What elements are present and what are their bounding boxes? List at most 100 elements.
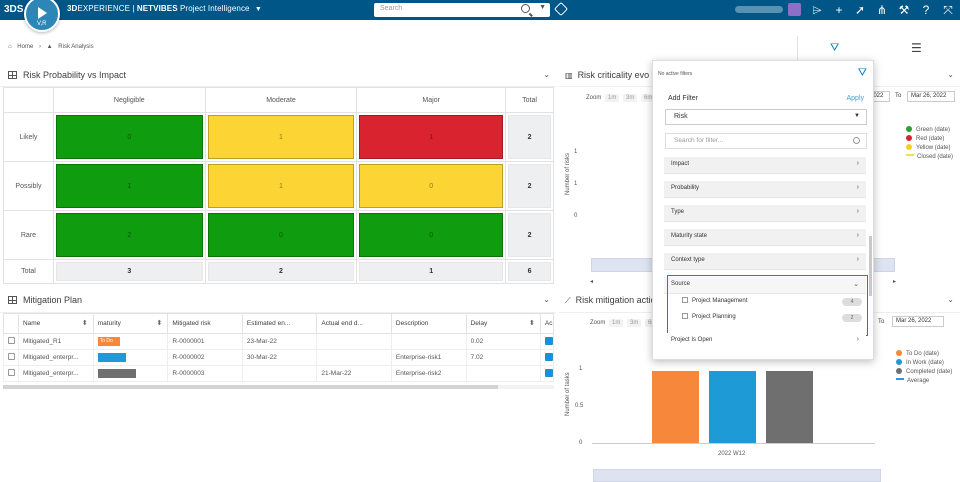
filter-search-input[interactable]: Search for filter... [665,133,867,149]
legend-item[interactable]: Red (date) [906,135,953,144]
zoom-1m[interactable]: 1m [605,94,620,102]
filter-scrollbar[interactable] [869,236,872,296]
scrollbar-thumb[interactable] [3,385,498,389]
matrix-cell[interactable]: 1 [204,161,358,211]
date-to-input[interactable]: Mar 26, 2022 [907,91,955,102]
cell-maturity: To Do [92,333,169,350]
compass-button[interactable]: V,R [24,0,60,32]
matrix-cell[interactable]: 0 [204,210,358,260]
row-checkbox[interactable] [8,337,15,344]
matrix-cell[interactable]: 1 [204,112,358,162]
legend-item[interactable]: Average [896,377,952,386]
legend-item[interactable]: In Work (date) [896,359,952,368]
matrix-cell[interactable]: 0 [356,161,507,211]
chevron-down-icon[interactable]: ⌄ [947,70,954,79]
chevron-right-icon: › [856,232,859,239]
source-option[interactable]: Project Management [682,297,747,304]
table-row[interactable]: Mitigated_enterpr... R-0000002 30-Mar-22… [3,349,555,366]
nav-left-arrow[interactable]: ◂ [590,279,594,285]
col-name[interactable]: Name ⬍ [17,313,94,334]
col-maturity[interactable]: maturity ⬍ [92,313,169,334]
col-mitigated-risk[interactable]: Mitigated risk [167,313,243,334]
nav-right-arrow[interactable]: ▸ [893,279,897,285]
col-estimated-end[interactable]: Estimated en... [241,313,318,334]
filter-type-select[interactable]: Risk ▼ [665,109,867,125]
row-checkbox-cell[interactable] [3,333,19,350]
chevron-down-icon[interactable]: ⌄ [543,295,550,304]
col-delay[interactable]: Delay ⬍ [465,313,541,334]
matrix-cell[interactable]: 0 [356,210,507,260]
y-axis-label: Number of risks [565,152,571,195]
col-description[interactable]: Description [390,313,467,334]
legend-item[interactable]: Green (date) [906,126,953,135]
zoom-6m[interactable]: 6m [641,94,656,102]
zoom-3m[interactable]: 3m [623,94,638,102]
legend-item[interactable]: To Do (date) [896,350,952,359]
horizontal-scrollbar[interactable] [3,385,554,389]
menu-icon[interactable]: ☰ [911,41,922,55]
table-row[interactable]: Mitigated_enterpr... R-0000003 21-Mar-22… [3,365,555,382]
home-icon[interactable]: ⌂ [8,44,12,50]
filter-section-project-open[interactable]: Project Is Open › [664,333,866,350]
tag-icon[interactable] [553,1,569,17]
action-button[interactable] [544,368,553,377]
table-row[interactable]: Mitigated_R1 To Do R-0000001 23-Mar-22 0… [3,333,555,350]
chevron-down-icon[interactable]: ▼ [254,6,262,13]
filter-section-context[interactable]: Context type › [664,253,866,270]
tools-icon[interactable]: ⚒ [898,3,910,17]
legend-item[interactable]: Closed (date) [906,153,953,162]
zoom-3m[interactable]: 3m [627,319,642,327]
source-option[interactable]: Project Planning [682,313,736,320]
row-checkbox[interactable] [8,369,15,376]
source-checkbox[interactable] [682,313,688,319]
filter-icon[interactable]: ⛛ [857,67,867,79]
bar-to-do[interactable] [652,371,699,443]
matrix-cell[interactable]: 0 [52,112,206,162]
chevron-down-icon[interactable]: ▼ [539,4,546,11]
breadcrumb-home[interactable]: Home [17,44,34,50]
time-navigator[interactable] [593,469,881,482]
filter-section-impact[interactable]: Impact › [664,157,866,174]
filter-icon[interactable]: ⛛ [830,42,840,54]
search-placeholder: Search [380,5,403,12]
date-to-input[interactable]: Mar 26, 2022 [892,316,944,327]
chevron-down-icon[interactable]: ⌄ [947,295,954,304]
sort-icon[interactable]: ⬍ [81,320,88,327]
fullscreen-icon[interactable]: ⤧ [943,3,953,17]
matrix-cell[interactable]: 2 [52,210,206,260]
share-icon[interactable]: ⌲ [812,3,822,17]
sort-icon[interactable]: ⬍ [529,320,535,327]
matrix-cell[interactable]: 1 [52,161,206,211]
network-icon[interactable]: ⋔ [876,3,888,17]
filter-section-probability[interactable]: Probability › [664,181,866,198]
matrix-cell[interactable]: 1 [356,112,507,162]
publish-icon[interactable]: ➚ [854,3,866,17]
help-icon[interactable]: ? [922,3,930,17]
bar-completed[interactable] [766,371,813,443]
legend-item[interactable]: Yellow (date) [906,144,953,153]
apply-button[interactable]: Apply [846,95,864,102]
action-button[interactable] [544,336,553,345]
row-checkbox-cell[interactable] [3,365,19,382]
filter-section-maturity[interactable]: Maturity state › [664,229,866,246]
action-button[interactable] [544,352,553,361]
legend-item[interactable]: Completed (date) [896,368,952,377]
col-actions[interactable]: Ac [539,313,555,334]
cell-count: 1 [359,115,504,159]
filter-section-type[interactable]: Type › [664,205,866,222]
search-icon[interactable] [521,4,530,13]
zoom-1m[interactable]: 1m [609,319,624,327]
search-input[interactable]: Search ▼ [374,3,550,17]
filter-section-source[interactable]: Source ⌄ [664,277,866,294]
app-title[interactable]: 3DEXPERIENCE | NETVIBES Project Intellig… [67,4,262,13]
user-name[interactable] [735,6,783,13]
source-checkbox[interactable] [682,297,688,303]
row-checkbox-cell[interactable] [3,349,19,366]
bar-in-work[interactable] [709,371,756,443]
chevron-down-icon[interactable]: ⌄ [543,70,550,79]
add-icon[interactable]: + [835,3,843,17]
sort-icon[interactable]: ⬍ [156,320,163,327]
col-actual-end[interactable]: Actual end d... [316,313,392,334]
avatar[interactable] [788,3,801,16]
row-checkbox[interactable] [8,353,15,360]
